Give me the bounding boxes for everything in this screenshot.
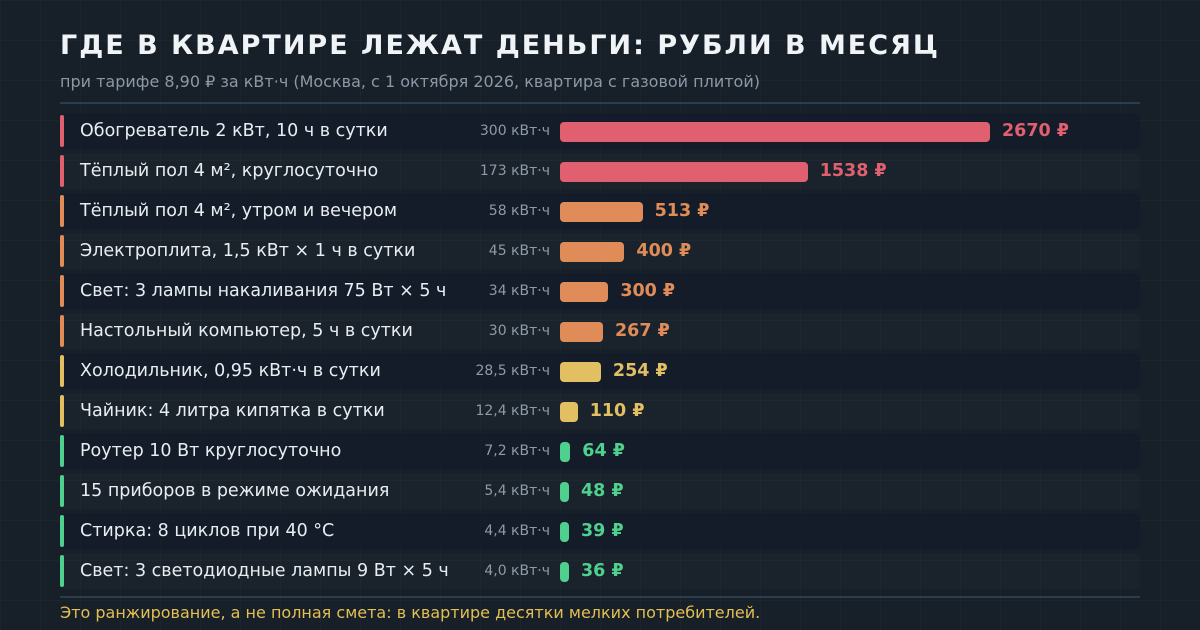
row-label: Свет: 3 лампы накаливания 75 Вт × 5 ч xyxy=(80,281,447,301)
bar-value-label: 513 ₽ xyxy=(654,201,710,221)
bar-value-label: 39 ₽ xyxy=(581,521,624,541)
chart-row: Чайник: 4 литра кипятка в сутки 12,4 кВт·… xyxy=(60,393,1140,429)
row-label: 15 приборов в режиме ожидания xyxy=(80,481,390,501)
row-kwh-label: 34 кВт·ч xyxy=(488,283,550,299)
bottom-divider xyxy=(60,596,1140,598)
row-label: Электроплита, 1,5 кВт × 1 ч в сутки xyxy=(80,241,416,261)
footnote: Это ранжирование, а не полная смета: в к… xyxy=(60,603,761,622)
bar xyxy=(560,322,603,342)
chart-row: Тёплый пол 4 м², утром и вечером 58 кВт·ч… xyxy=(60,193,1140,229)
chart-row: Свет: 3 светодиодные лампы 9 Вт × 5 ч 4,0… xyxy=(60,553,1140,589)
row-label: Роутер 10 Вт круглосуточно xyxy=(80,441,342,461)
row-kwh-label: 5,4 кВт·ч xyxy=(484,483,550,499)
chart-row: Электроплита, 1,5 кВт × 1 ч в сутки 45 кВ… xyxy=(60,233,1140,269)
chart-row: Тёплый пол 4 м², круглосуточно 173 кВт·ч 1… xyxy=(60,153,1140,189)
bar xyxy=(560,202,643,222)
chart-subtitle: при тарифе 8,90 ₽ за кВт·ч (Москва, с 1 … xyxy=(60,72,760,91)
row-accent-marker xyxy=(60,275,64,307)
row-kwh-label: 30 кВт·ч xyxy=(488,323,550,339)
chart-row: Роутер 10 Вт круглосуточно 7,2 кВт·ч 64 ₽ xyxy=(60,433,1140,469)
bar-value-label: 110 ₽ xyxy=(589,401,645,421)
bar xyxy=(560,362,601,382)
row-kwh-label: 4,4 кВт·ч xyxy=(484,523,550,539)
row-accent-marker xyxy=(60,555,64,587)
bar-value-label: 300 ₽ xyxy=(620,281,676,301)
row-kwh-label: 300 кВт·ч xyxy=(479,123,550,139)
row-label: Свет: 3 светодиодные лампы 9 Вт × 5 ч xyxy=(80,561,449,581)
chart-row: Свет: 3 лампы накаливания 75 Вт × 5 ч 34 … xyxy=(60,273,1140,309)
chart-row: 15 приборов в режиме ожидания 5,4 кВт·ч 48… xyxy=(60,473,1140,509)
bar xyxy=(560,442,571,462)
bar-value-label: 48 ₽ xyxy=(581,481,624,501)
chart-title: ГДЕ В КВАРТИРЕ ЛЕЖАТ ДЕНЬГИ: РУБЛИ В МЕС… xyxy=(60,30,940,61)
row-accent-marker xyxy=(60,515,64,547)
row-kwh-label: 7,2 кВт·ч xyxy=(484,443,550,459)
bar xyxy=(560,402,578,422)
bar-value-label: 1538 ₽ xyxy=(819,161,887,181)
row-label: Холодильник, 0,95 кВт·ч в сутки xyxy=(80,361,381,381)
row-kwh-label: 58 кВт·ч xyxy=(488,203,550,219)
row-kwh-label: 12,4 кВт·ч xyxy=(475,403,550,419)
chart-row: Настольный компьютер, 5 ч в сутки 30 кВт·… xyxy=(60,313,1140,349)
chart-row: Обогреватель 2 кВт, 10 ч в сутки 300 кВт·… xyxy=(60,113,1140,149)
top-divider xyxy=(60,102,1140,104)
bar-chart: Обогреватель 2 кВт, 10 ч в сутки 300 кВт·… xyxy=(60,113,1140,593)
row-accent-marker xyxy=(60,315,64,347)
row-label: Стирка: 8 циклов при 40 °C xyxy=(80,521,335,541)
bar xyxy=(560,522,569,542)
row-accent-marker xyxy=(60,195,64,227)
row-kwh-label: 4,0 кВт·ч xyxy=(484,563,550,579)
bar-value-label: 2670 ₽ xyxy=(1002,121,1069,141)
bar xyxy=(560,562,569,582)
row-accent-marker xyxy=(60,235,64,267)
bar-value-label: 267 ₽ xyxy=(615,321,670,341)
row-label: Чайник: 4 литра кипятка в сутки xyxy=(80,401,385,421)
row-kwh-label: 173 кВт·ч xyxy=(479,163,550,179)
row-accent-marker xyxy=(60,115,64,147)
row-accent-marker xyxy=(60,155,64,187)
row-kwh-label: 45 кВт·ч xyxy=(488,243,550,259)
row-label: Обогреватель 2 кВт, 10 ч в сутки xyxy=(80,121,388,141)
row-accent-marker xyxy=(60,355,64,387)
row-label: Тёплый пол 4 м², утром и вечером xyxy=(80,201,398,221)
bar-value-label: 36 ₽ xyxy=(581,561,624,581)
bar-value-label: 400 ₽ xyxy=(636,241,692,261)
bar xyxy=(560,162,808,182)
bar xyxy=(560,482,569,502)
row-accent-marker xyxy=(60,475,64,507)
bar xyxy=(560,282,609,302)
row-label: Тёплый пол 4 м², круглосуточно xyxy=(80,161,379,181)
row-kwh-label: 28,5 кВт·ч xyxy=(475,363,550,379)
bar xyxy=(560,122,990,142)
chart-row: Стирка: 8 циклов при 40 °C 4,4 кВт·ч 39 ₽ xyxy=(60,513,1140,549)
bar xyxy=(560,242,625,262)
bar-value-label: 254 ₽ xyxy=(612,361,668,381)
row-accent-marker xyxy=(60,435,64,467)
chart-row: Холодильник, 0,95 кВт·ч в сутки 28,5 кВт·… xyxy=(60,353,1140,389)
row-accent-marker xyxy=(60,395,64,427)
bar-value-label: 64 ₽ xyxy=(582,441,625,461)
row-label: Настольный компьютер, 5 ч в сутки xyxy=(80,321,413,341)
